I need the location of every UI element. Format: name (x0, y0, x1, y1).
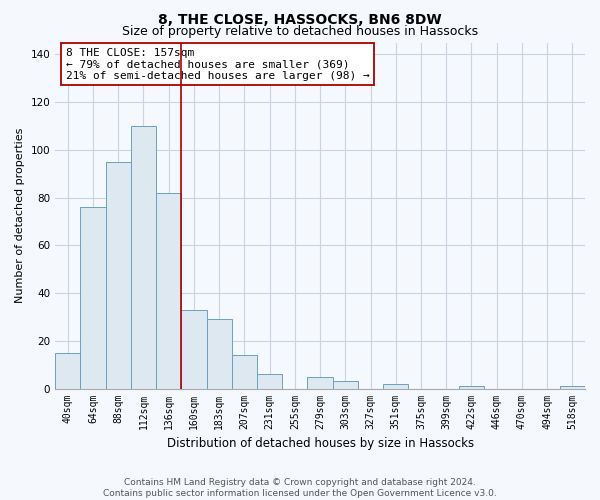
Bar (232, 355, 257, 388)
Y-axis label: Number of detached properties: Number of detached properties (15, 128, 25, 303)
Bar (106, 162, 131, 388)
Text: Size of property relative to detached houses in Hassocks: Size of property relative to detached ho… (122, 25, 478, 38)
Bar (80, 207, 106, 388)
Bar (332, 382, 358, 388)
Text: 8 THE CLOSE: 157sqm
← 79% of detached houses are smaller (369)
21% of semi-detac: 8 THE CLOSE: 157sqm ← 79% of detached ho… (66, 48, 370, 81)
Bar (307, 376, 332, 388)
Bar (156, 193, 181, 388)
Text: 8, THE CLOSE, HASSOCKS, BN6 8DW: 8, THE CLOSE, HASSOCKS, BN6 8DW (158, 12, 442, 26)
Bar (55, 353, 80, 388)
X-axis label: Distribution of detached houses by size in Hassocks: Distribution of detached houses by size … (167, 437, 473, 450)
Text: Contains HM Land Registry data © Crown copyright and database right 2024.
Contai: Contains HM Land Registry data © Crown c… (103, 478, 497, 498)
Bar (206, 320, 232, 388)
Bar (181, 310, 206, 388)
Bar (459, 386, 484, 388)
Bar (257, 374, 282, 388)
Bar (560, 386, 585, 388)
Bar (383, 384, 409, 388)
Bar (131, 126, 156, 388)
